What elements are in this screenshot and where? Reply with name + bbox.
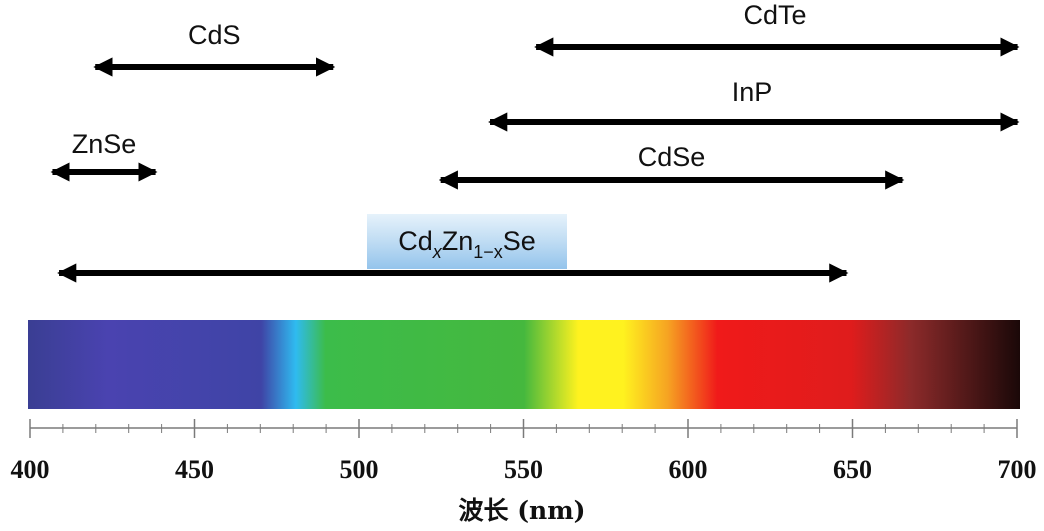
tick-label-500: 500 <box>340 455 379 484</box>
range-cdznse: CdxZn1−xSe <box>57 214 849 283</box>
range-inp: InP <box>488 77 1020 132</box>
range-arrows: CdTe CdS InP ZnSe CdSe CdxZn1−xSe <box>50 0 1020 283</box>
range-label-cds: CdS <box>188 20 241 50</box>
range-label-znse: ZnSe <box>72 129 137 159</box>
range-label-inp: InP <box>732 77 773 107</box>
tick-label-550: 550 <box>504 455 543 484</box>
range-label-cdte: CdTe <box>744 0 807 30</box>
range-label-cdse: CdSe <box>638 142 706 172</box>
range-znse: ZnSe <box>50 129 158 182</box>
tick-label-600: 600 <box>669 455 708 484</box>
tick-label-400: 400 <box>11 455 50 484</box>
range-cdse: CdSe <box>438 142 905 190</box>
range-label-cdznse: CdxZn1−xSe <box>398 226 536 262</box>
visible-spectrum-bar <box>28 320 1020 409</box>
label-highlight-box <box>367 214 567 269</box>
range-cds: CdS <box>93 20 336 77</box>
x-axis-title: 波长 (nm) <box>459 496 586 525</box>
tick-label-700: 700 <box>998 455 1037 484</box>
tick-label-450: 450 <box>175 455 214 484</box>
tick-label-650: 650 <box>833 455 872 484</box>
range-cdte: CdTe <box>534 0 1020 57</box>
wavelength-axis: 400 450 500 550 600 650 700 <box>11 419 1037 484</box>
